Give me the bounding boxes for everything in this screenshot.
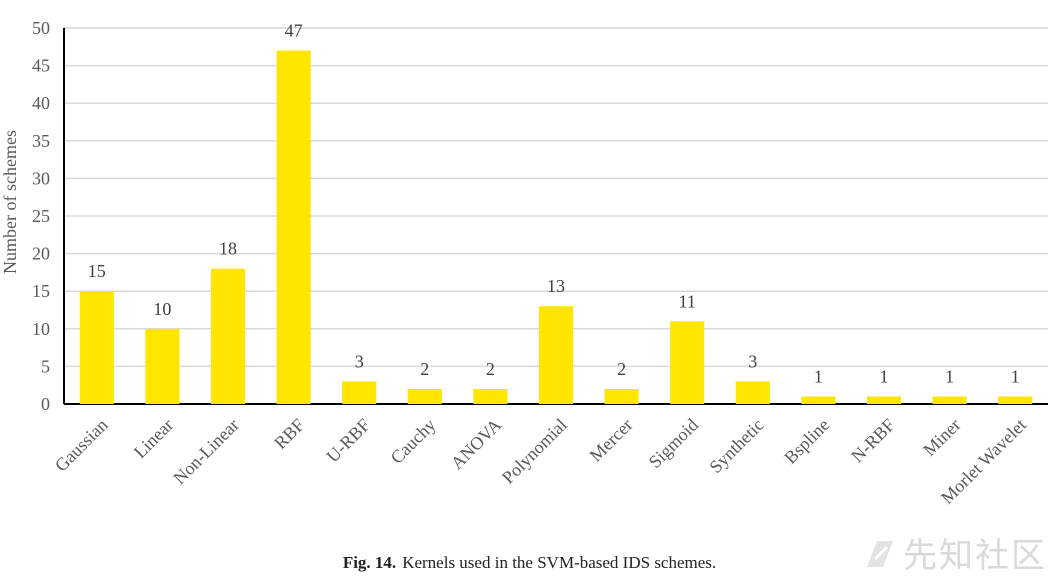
data-label: 3 [355,351,364,371]
y-tick-label: 45 [32,56,50,76]
data-label: 11 [679,291,696,311]
caption-label: Fig. 14. [342,553,397,572]
bar [998,396,1033,404]
y-tick-label: 5 [41,356,50,376]
data-label: 15 [88,261,106,281]
data-label: 18 [219,239,237,259]
x-tick-label: Gaussian [51,415,112,476]
bar [735,381,770,404]
y-axis-label: Number of schemes [0,130,20,274]
x-tick-label: Mercer [586,415,637,466]
bar [210,268,246,404]
bar [407,388,442,404]
x-tick-label: Miner [919,415,964,460]
x-tick-label: Synthetic [705,415,767,477]
x-tick-label: Non-Linear [169,415,243,489]
bar [538,306,574,404]
x-tick-label: Cauchy [387,415,440,468]
watermark-text: 先知社区 [903,536,1047,576]
caption-text: Kernels used in the SVM-based IDS scheme… [402,553,717,572]
bars [79,50,1033,405]
data-label: 1 [880,366,889,386]
bar [473,388,508,404]
x-tick-label: Linear [130,415,177,462]
y-tick-label: 30 [32,168,50,188]
bar [866,396,902,404]
data-label: 2 [420,359,429,379]
data-label: 2 [617,359,626,379]
bar [801,396,836,404]
data-label: 2 [486,359,495,379]
data-label: 13 [547,276,565,296]
x-tick-label: Sigmoid [645,415,702,472]
y-tick-label: 40 [32,93,50,113]
data-label: 1 [814,366,823,386]
bar [670,321,705,404]
data-label: 1 [1011,366,1020,386]
data-label: 1 [945,366,954,386]
watermark: 先知社区 [863,528,1047,577]
bar [932,396,967,404]
bar [276,50,311,405]
x-tick-label: RBF [270,415,308,453]
y-tick-label: 15 [32,281,50,301]
data-label: 47 [285,21,303,41]
data-label: 10 [153,299,171,319]
y-tick-label: 25 [32,206,50,226]
y-axis-ticks: 0 5 10 15 20 25 30 35 40 45 50 [32,18,50,414]
bar [604,388,639,404]
y-tick-label: 50 [32,18,50,38]
data-label: 3 [748,351,757,371]
y-tick-label: 0 [41,394,50,414]
y-tick-label: 10 [32,319,50,339]
figure-caption: Fig. 14. Kernels used in the SVM-based ID… [0,553,1059,573]
watermark-logo-icon [867,541,893,567]
y-tick-label: 20 [32,244,50,264]
bar [342,381,377,404]
x-tick-label: Polynomial [498,415,571,488]
bar [145,328,180,404]
x-tick-label: N-RBF [847,415,899,467]
x-tick-label: ANOVA [447,415,505,473]
x-tick-label: U-RBF [322,415,374,467]
bar [79,291,114,404]
x-tick-label: Bspline [780,415,833,468]
y-tick-label: 35 [32,131,50,151]
